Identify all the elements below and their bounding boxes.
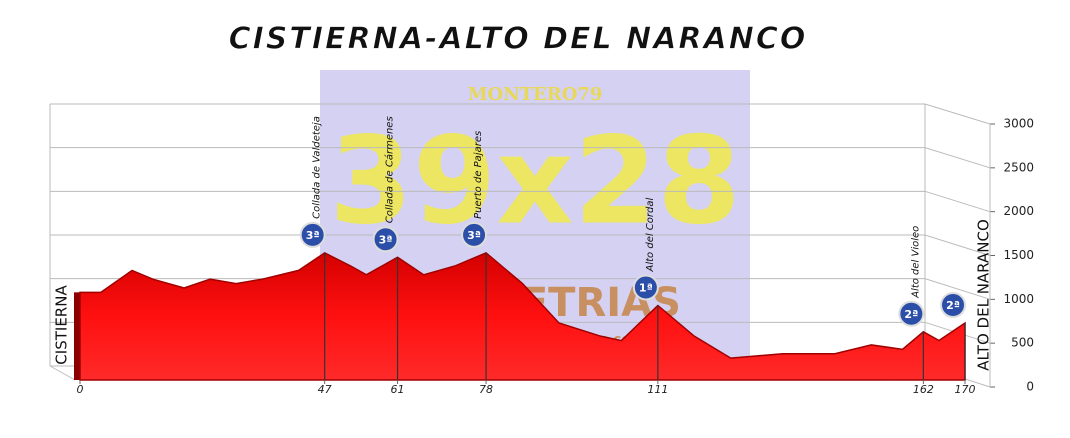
pass-icon <box>898 300 925 327</box>
pass-icon <box>461 221 488 248</box>
y-tick-label: 2000 <box>1003 204 1034 218</box>
x-tick-label: 111 <box>647 383 668 396</box>
x-tick-label: 0 <box>77 383 84 396</box>
pass-icon <box>372 226 399 253</box>
pass-name: Alto del Violeo <box>910 226 921 299</box>
axis <box>49 365 76 381</box>
pass-name: Alto del Cordal <box>645 198 656 273</box>
y-tick-label: 2500 <box>1003 160 1034 174</box>
pass-name: Puerto de Pajares <box>473 131 484 219</box>
profile-area <box>79 252 966 381</box>
pass-category: 2ª <box>904 308 918 321</box>
pass-category: 3ª <box>306 229 320 242</box>
y-tick-label: 500 <box>1011 336 1034 350</box>
pass-category: 2ª <box>946 299 960 312</box>
y-tick-label: 0 <box>1026 380 1034 394</box>
pass-name: Collada de Cármenes <box>384 116 396 223</box>
pass-category: 3ª <box>379 233 393 246</box>
watermark-text: 39x28 <box>329 113 740 252</box>
y-tick-label: 1000 <box>1003 292 1034 306</box>
x-tick-label: 61 <box>391 383 405 396</box>
pass-icon <box>299 221 326 248</box>
pass-category: 1ª <box>639 281 653 294</box>
chart-title: CISTIERNA-ALTO DEL NARANCO <box>229 22 808 57</box>
pass-icon <box>940 292 966 319</box>
y-tick-label: 1500 <box>1003 248 1034 262</box>
pass-icon <box>632 274 659 301</box>
x-tick-label: 47 <box>318 383 332 396</box>
x-tick-label: 78 <box>479 383 493 396</box>
pass-name: Collada de Valdeteja <box>312 116 323 219</box>
x-tick-label: 162 <box>913 383 934 396</box>
y-tick-label: 3000 <box>1003 117 1034 131</box>
start-label: CISTIERNA <box>53 285 71 365</box>
plot: 0 500 1000 1500 2000 2500 3000 0 47 61 78 111 162 170… <box>49 103 1034 396</box>
watermark-text: MONTERO79 <box>468 84 603 105</box>
pass-category: 3ª <box>467 229 481 242</box>
x-tick-label: 170 <box>955 383 976 396</box>
end-label: ALTO DEL NARANCO <box>975 219 993 371</box>
